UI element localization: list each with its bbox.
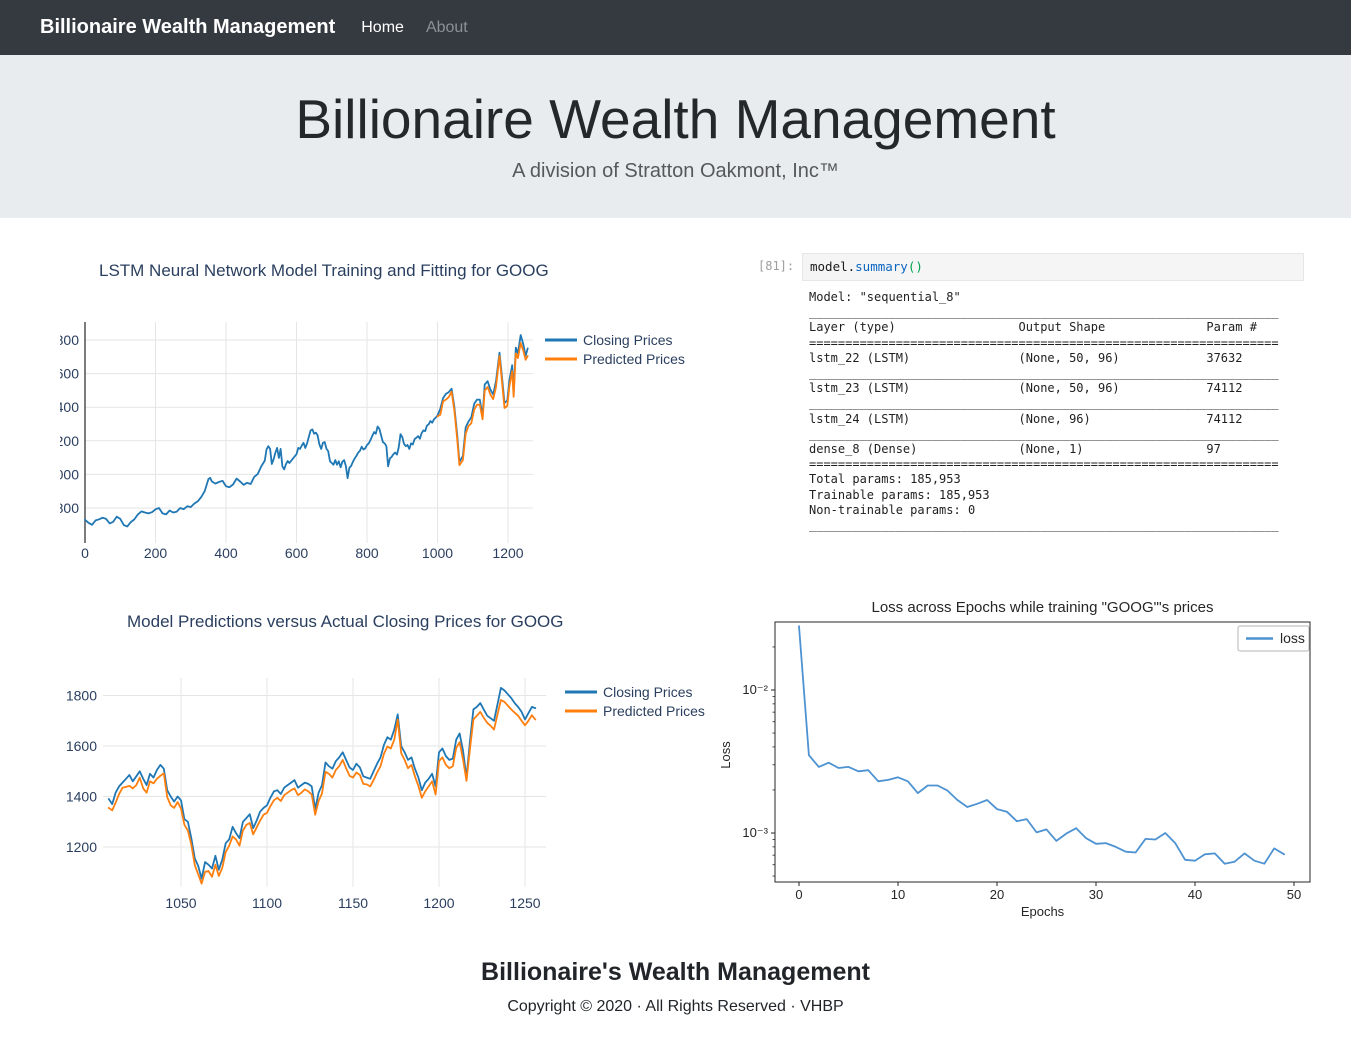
loss-epochs-chart: Loss across Epochs while training "GOOG"… xyxy=(718,599,1311,919)
x-tick-label: 1200 xyxy=(423,895,454,911)
x-tick-label: 400 xyxy=(214,545,238,561)
legend-label: Closing Prices xyxy=(603,684,692,700)
hero-banner: Billionaire Wealth Management A division… xyxy=(0,55,1351,218)
x-tick-label: 1200 xyxy=(492,545,523,561)
y-tick-label: 1800 xyxy=(60,332,79,348)
y-tick-label: 1600 xyxy=(60,366,79,382)
legend-label: Predicted Prices xyxy=(603,703,705,719)
x-tick-label: 1050 xyxy=(165,895,196,911)
y-tick-label: 1200 xyxy=(60,433,79,449)
legend-item-predicted-prices[interactable]: Predicted Prices xyxy=(545,351,685,367)
notebook-cell: [81]: model.summary() Model: "sequential… xyxy=(758,253,1304,533)
y-tick-label: 1400 xyxy=(66,789,97,805)
legend-loss[interactable]: loss xyxy=(1237,625,1310,652)
model-summary-output: Model: "sequential_8" __________________… xyxy=(809,290,1279,533)
page-subtitle: A division of Stratton Oakmont, Inc™ xyxy=(512,159,839,182)
y-tick-label: 10⁻² xyxy=(742,682,768,697)
x-tick-label: 1100 xyxy=(252,895,282,911)
footer: Billionaire's Wealth Management Copyrigh… xyxy=(0,958,1351,1016)
navbar: Billionaire Wealth Management Home About xyxy=(0,0,1351,55)
y-tick-label: 1200 xyxy=(66,839,97,855)
predictions-vs-actual-chart: 1200 1400 1600 1800 1050 1100 1150 1200 1250 Mode… xyxy=(66,612,705,911)
chart-title: Loss across Epochs while training "GOOG"… xyxy=(872,599,1214,616)
code-input-area[interactable]: model.summary() xyxy=(802,253,1304,281)
x-tick-label: 800 xyxy=(355,545,379,561)
y-tick-label: 1800 xyxy=(66,688,97,704)
nav-link-home[interactable]: Home xyxy=(361,18,404,36)
x-tick-label: 600 xyxy=(285,545,309,561)
plot-border xyxy=(774,621,1311,883)
cell-execution-prompt: [81]: xyxy=(758,259,795,273)
legend-item-closing-prices[interactable]: Closing Prices xyxy=(545,332,672,348)
chart-title: LSTM Neural Network Model Training and F… xyxy=(99,261,549,280)
x-tick-label: 1250 xyxy=(509,895,540,911)
x-tick-label: 30 xyxy=(1089,887,1103,902)
x-tick-label: 20 xyxy=(990,887,1004,902)
x-tick-label: 1150 xyxy=(338,895,368,911)
legend-item-closing-prices[interactable]: Closing Prices xyxy=(565,684,692,700)
loss-line xyxy=(798,625,1285,865)
x-tick-label: 0 xyxy=(795,887,802,902)
x-tick-label: 10 xyxy=(891,887,905,902)
x-tick-label: 40 xyxy=(1188,887,1202,902)
closing-prices-line xyxy=(107,687,537,880)
predicted-prices-line xyxy=(436,342,529,467)
x-tick-label: 50 xyxy=(1287,887,1301,902)
x-tick-label: 1000 xyxy=(422,545,453,561)
page-title: Billionaire Wealth Management xyxy=(295,88,1056,150)
legend-label: Closing Prices xyxy=(583,332,672,348)
chart-title: Model Predictions versus Actual Closing … xyxy=(127,612,564,631)
x-tick-label: 200 xyxy=(144,545,168,561)
legend-label: Predicted Prices xyxy=(583,351,685,367)
nav-link-about[interactable]: About xyxy=(425,18,468,36)
x-axis-label: Epochs xyxy=(1021,904,1065,919)
footer-title: Billionaire's Wealth Management xyxy=(481,958,870,986)
code-text: model.summary() xyxy=(810,259,923,274)
x-tick-label: 0 xyxy=(81,545,89,561)
y-tick-label: 1400 xyxy=(60,399,79,415)
y-tick-label: 10⁻³ xyxy=(742,825,768,840)
legend-item-predicted-prices[interactable]: Predicted Prices xyxy=(565,703,705,719)
closing-prices-line xyxy=(84,334,529,528)
y-tick-label: 1000 xyxy=(60,466,79,482)
legend-label: loss xyxy=(1280,630,1305,646)
predicted-prices-line xyxy=(107,699,537,885)
navbar-brand[interactable]: Billionaire Wealth Management xyxy=(40,16,336,38)
lstm-training-chart: 800 1000 1200 1400 1600 1800 0 200 400 600 800 1000… xyxy=(60,261,685,561)
footer-copyright: Copyright © 2020 · All Rights Reserved ·… xyxy=(507,998,844,1015)
y-axis-label: Loss xyxy=(718,741,733,769)
y-tick-label: 1600 xyxy=(66,738,97,754)
y-tick-label: 800 xyxy=(60,500,79,516)
